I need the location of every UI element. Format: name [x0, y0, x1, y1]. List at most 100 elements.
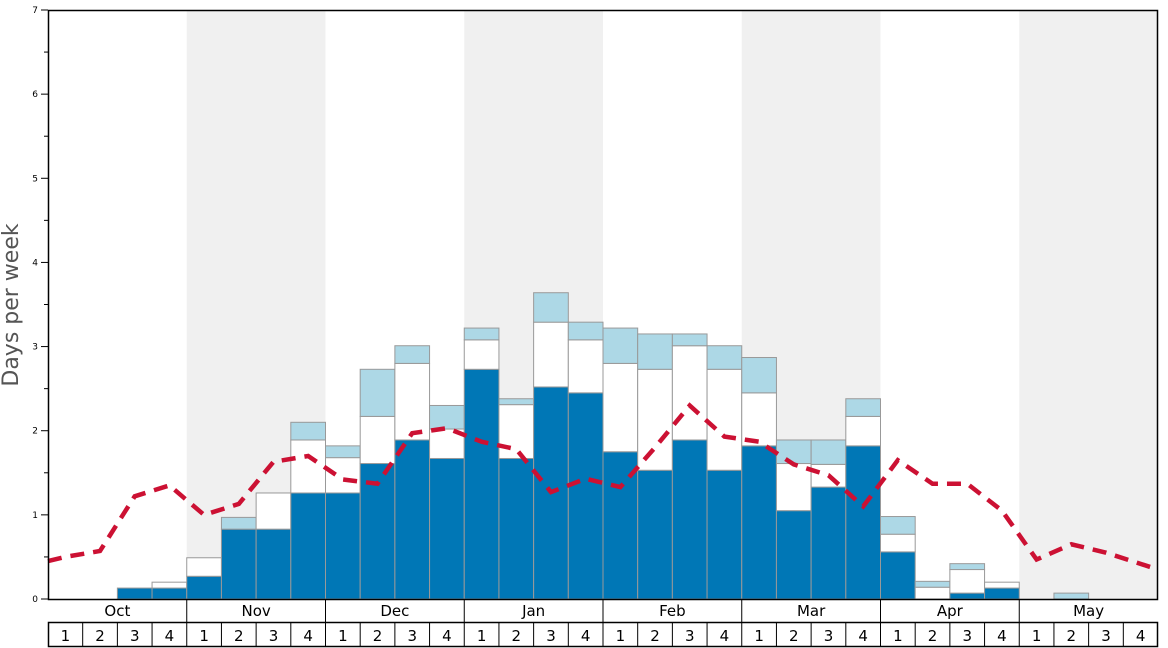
bar-segment-light	[845, 398, 881, 417]
y-tick-label: 5	[32, 174, 38, 184]
month-label-feb: Feb	[659, 602, 686, 620]
bar-segment-light	[220, 516, 257, 530]
week-label: 4	[581, 627, 591, 645]
week-label: 2	[512, 627, 522, 645]
week-label: 1	[338, 627, 348, 645]
week-label: 1	[754, 627, 764, 645]
y-tick-label: 3	[32, 343, 38, 353]
week-label: 3	[1101, 627, 1111, 645]
stacked-bars	[116, 292, 1090, 600]
week-label: 4	[442, 627, 452, 645]
bar-segment-light	[602, 327, 639, 364]
month-label-jan: Jan	[521, 602, 545, 620]
bar-segment-white	[325, 457, 361, 494]
bar-segment-white	[775, 463, 812, 512]
bar-segment-light	[394, 345, 431, 364]
week-label: 4	[303, 627, 313, 645]
week-label: 1	[477, 627, 487, 645]
month-label-mar: Mar	[797, 602, 826, 620]
bar-segment-light	[706, 345, 743, 370]
bar-segment-dark	[880, 551, 916, 600]
bar-segment-light	[463, 327, 500, 341]
bar-segment-white	[359, 415, 396, 465]
bar-segment-dark	[671, 439, 708, 600]
bar-segment-white	[186, 557, 222, 577]
bar-segment-dark	[290, 492, 326, 600]
y-tick-label: 1	[32, 511, 38, 521]
bar-segment-white	[914, 586, 951, 600]
week-label: 2	[373, 627, 383, 645]
bar-segment-dark	[845, 445, 881, 600]
bar-segment-light	[290, 421, 326, 441]
bar-segment-dark	[984, 587, 1020, 600]
bar-segment-light	[671, 333, 708, 347]
bar-segment-light	[741, 357, 777, 394]
bar-segment-dark	[359, 463, 396, 600]
bar-segment-white	[602, 362, 639, 453]
average-line	[47, 402, 1159, 572]
week-label: 1	[1032, 627, 1042, 645]
week-label: 1	[199, 627, 209, 645]
week-label: 3	[546, 627, 556, 645]
bar-segment-white	[498, 404, 535, 459]
bar-segment-light	[914, 580, 951, 588]
bar-segment-white	[290, 439, 326, 494]
bar-segment-light	[567, 321, 604, 341]
week-label: 3	[130, 627, 140, 645]
bar-segment-dark	[498, 457, 535, 600]
week-label: 4	[858, 627, 868, 645]
bar-segment-white	[637, 368, 673, 471]
week-label: 1	[61, 627, 71, 645]
month-label-oct: Oct	[104, 602, 130, 620]
week-label: 3	[824, 627, 834, 645]
bar-segment-dark	[810, 486, 847, 600]
bar-segment-white	[845, 415, 881, 447]
week-label: 2	[789, 627, 799, 645]
bar-segment-dark	[151, 587, 188, 600]
week-label: 4	[720, 627, 730, 645]
bar-segment-dark	[394, 439, 431, 600]
bar-segment-dark	[741, 445, 777, 600]
bar-segment-white	[984, 581, 1020, 589]
week-label: 3	[407, 627, 417, 645]
y-tick-label: 6	[32, 90, 38, 100]
bar-segment-white	[394, 362, 431, 441]
bar-segment-light	[325, 445, 361, 459]
month-label-dec: Dec	[380, 602, 409, 620]
month-label-may: May	[1073, 602, 1104, 620]
bar-segment-light	[429, 404, 465, 430]
bar-segment-dark	[775, 510, 812, 600]
bar-segment-dark	[567, 392, 604, 600]
week-label: 2	[650, 627, 660, 645]
bar-segment-dark	[706, 469, 743, 600]
month-label-nov: Nov	[241, 602, 270, 620]
bar-segment-light	[1053, 592, 1090, 600]
bar-segment-dark	[949, 592, 986, 600]
bar-segment-white	[533, 321, 569, 388]
bar-segment-dark	[255, 528, 292, 600]
week-label: 4	[1136, 627, 1146, 645]
week-label: 2	[234, 627, 244, 645]
week-label: 3	[269, 627, 279, 645]
bar-segment-light	[359, 368, 396, 417]
month-shade-may	[1019, 10, 1158, 599]
week-label: 2	[1067, 627, 1077, 645]
bar-segment-light	[775, 439, 812, 465]
bar-segment-dark	[220, 528, 257, 600]
bar-segment-white	[880, 533, 916, 553]
bar-segment-light	[637, 333, 673, 370]
bar-segment-light	[498, 398, 535, 406]
bar-segment-white	[151, 581, 188, 589]
y-axis-label: Days per week	[0, 223, 24, 386]
week-label: 1	[893, 627, 903, 645]
bar-segment-dark	[637, 469, 673, 600]
week-label: 3	[962, 627, 972, 645]
y-tick-label: 2	[32, 427, 38, 437]
bar-segment-dark	[186, 575, 222, 600]
bar-segment-dark	[429, 457, 465, 600]
bar-segment-white	[255, 492, 292, 530]
week-label: 1	[616, 627, 626, 645]
bar-segment-white	[671, 345, 708, 441]
bar-segment-white	[949, 569, 986, 594]
y-axis: 0 1 2 3 4 5 6 7	[32, 6, 48, 605]
